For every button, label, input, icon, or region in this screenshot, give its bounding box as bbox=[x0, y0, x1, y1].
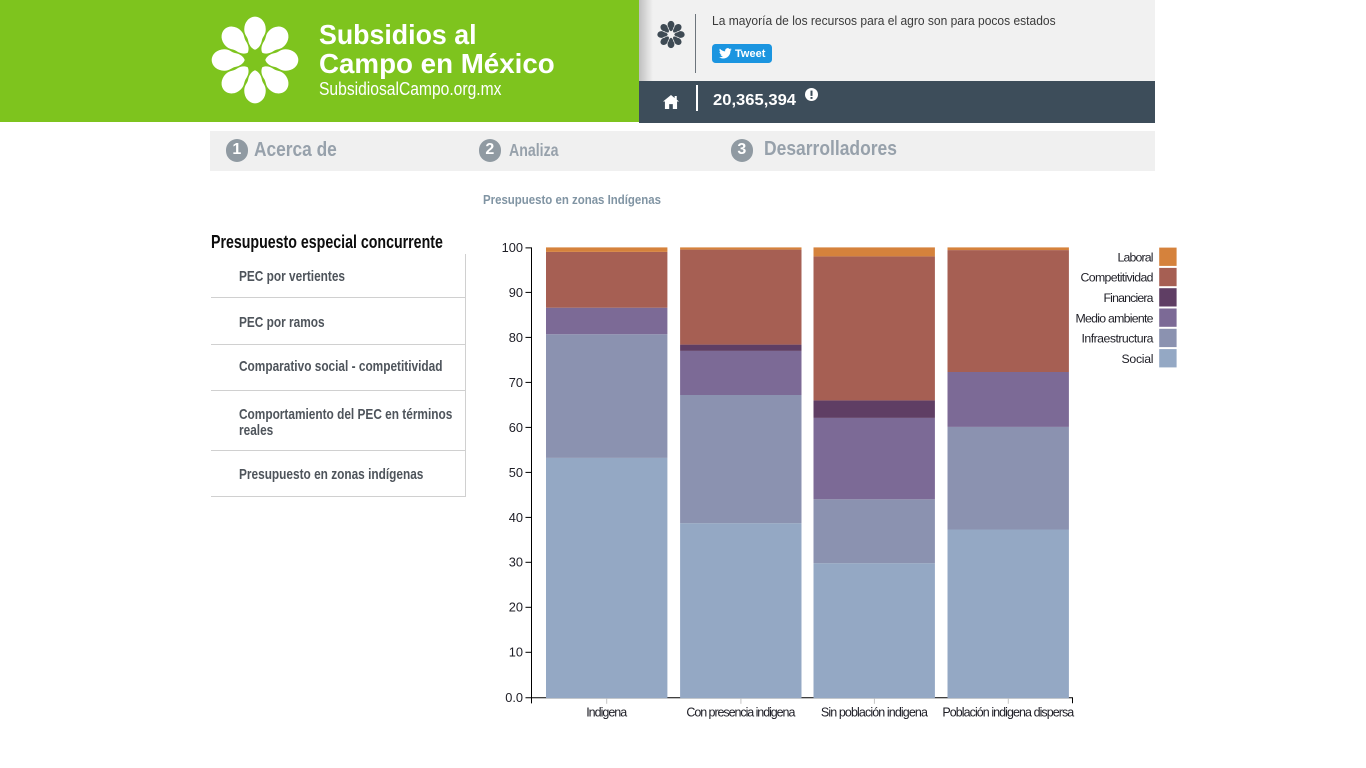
svg-text:0.0: 0.0 bbox=[505, 690, 523, 705]
svg-text:Competitividad: Competitividad bbox=[1081, 271, 1154, 285]
svg-text:40: 40 bbox=[509, 510, 523, 525]
svg-text:Población indigena dispersa: Población indigena dispersa bbox=[942, 705, 1074, 719]
svg-text:30: 30 bbox=[509, 555, 523, 570]
svg-text:Social: Social bbox=[1122, 352, 1154, 366]
svg-text:10: 10 bbox=[509, 645, 523, 660]
svg-text:70: 70 bbox=[509, 375, 523, 390]
svg-text:90: 90 bbox=[509, 285, 523, 300]
svg-text:100: 100 bbox=[502, 240, 523, 255]
svg-text:Indigena: Indigena bbox=[586, 705, 627, 719]
svg-text:60: 60 bbox=[509, 420, 523, 435]
svg-text:Financiera: Financiera bbox=[1104, 291, 1154, 305]
svg-text:Sin población indigena: Sin población indigena bbox=[821, 705, 928, 719]
svg-text:80: 80 bbox=[509, 330, 523, 345]
svg-text:Laboral: Laboral bbox=[1118, 250, 1154, 264]
svg-text:50: 50 bbox=[509, 465, 523, 480]
svg-text:Con presencia indigena: Con presencia indigena bbox=[686, 705, 795, 719]
svg-text:Infraestructura: Infraestructura bbox=[1082, 332, 1154, 346]
svg-text:Medio ambiente: Medio ambiente bbox=[1076, 311, 1154, 325]
svg-text:20: 20 bbox=[509, 600, 523, 615]
